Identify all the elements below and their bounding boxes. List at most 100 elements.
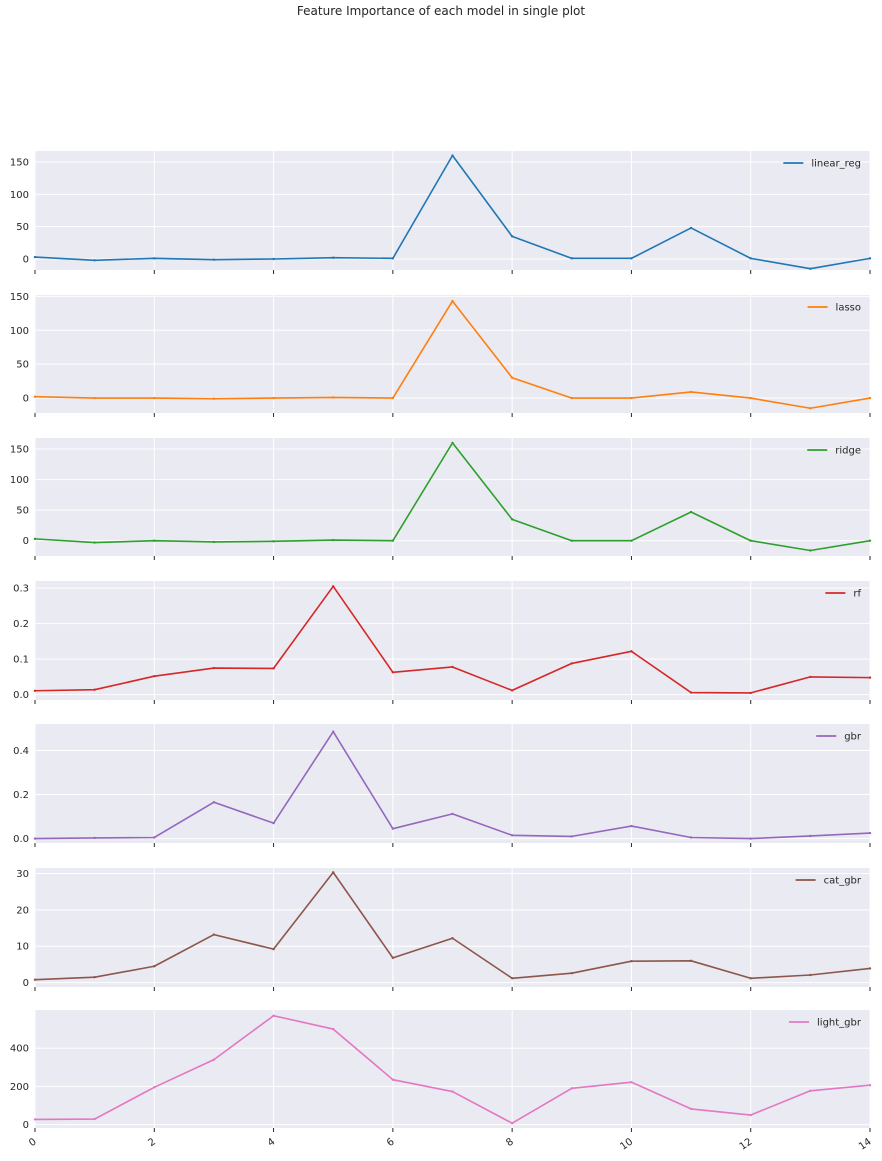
data-point	[212, 258, 216, 261]
x-tick-label: 8	[504, 1136, 516, 1149]
data-point	[868, 831, 872, 835]
y-tick-label: 150	[10, 445, 29, 456]
data-point	[749, 257, 752, 260]
figure-title: Feature Importance of each model in sing…	[297, 4, 585, 18]
y-tick-label: 30	[16, 869, 29, 880]
data-point	[391, 396, 395, 400]
data-point	[510, 235, 514, 238]
data-point	[630, 1080, 633, 1084]
data-point	[33, 689, 37, 692]
data-point	[332, 871, 335, 874]
subplot-linear_reg: 0 50 100 150 linear_reg	[10, 151, 872, 274]
y-tick-label: 0.3	[13, 584, 29, 595]
data-point	[570, 1087, 573, 1090]
y-tick-label: 100	[10, 326, 29, 337]
data-point	[868, 396, 872, 400]
data-point	[570, 662, 573, 665]
data-point	[332, 1027, 335, 1031]
data-point	[630, 959, 633, 963]
data-point	[630, 650, 633, 653]
subplot-cat_gbr: 0 10 20 30 cat_gbr	[16, 868, 872, 991]
y-tick-label: 0	[23, 255, 29, 266]
y-tick-label: 150	[10, 157, 29, 168]
data-point	[630, 824, 633, 828]
x-tick-label: 6	[385, 1136, 397, 1149]
data-point	[451, 441, 454, 445]
data-point	[93, 836, 96, 840]
data-point	[212, 540, 216, 544]
y-tick-label: 0	[23, 394, 29, 405]
data-point	[33, 255, 37, 259]
data-point	[689, 691, 693, 694]
data-point	[689, 836, 693, 839]
data-point	[212, 397, 216, 400]
data-point	[630, 539, 633, 542]
data-point	[570, 396, 573, 400]
y-tick-label: 0	[23, 536, 29, 547]
data-point	[570, 835, 573, 838]
data-point	[153, 836, 156, 839]
data-point	[868, 257, 872, 260]
data-point	[212, 801, 216, 804]
legend-label: linear_reg	[811, 159, 861, 170]
y-tick-label: 100	[10, 190, 29, 201]
data-point	[570, 257, 573, 260]
data-point	[212, 933, 216, 936]
legend-label: light_gbr	[817, 1018, 862, 1029]
data-point	[391, 257, 395, 260]
x-tick-label: 14	[857, 1136, 874, 1152]
data-point	[749, 837, 752, 840]
data-point	[809, 834, 812, 838]
y-tick-label: 0.0	[13, 690, 29, 701]
y-tick-label: 150	[10, 292, 29, 303]
data-point	[33, 537, 37, 541]
data-point	[510, 518, 514, 521]
data-point	[153, 675, 156, 678]
data-point	[272, 396, 275, 400]
data-point	[93, 1117, 96, 1121]
data-point	[809, 1089, 812, 1092]
data-point	[451, 665, 454, 669]
y-tick-label: 0.2	[13, 619, 29, 630]
data-point	[809, 973, 812, 977]
data-point	[868, 539, 872, 542]
legend-label: lasso	[836, 303, 861, 314]
x-tick-label: 4	[266, 1136, 278, 1149]
data-point	[451, 154, 454, 157]
data-point	[332, 396, 335, 399]
data-point	[272, 257, 275, 261]
x-tick-label: 0	[27, 1136, 39, 1149]
legend-gbr: gbr	[816, 732, 862, 743]
y-tick-label: 400	[10, 1044, 29, 1055]
legend-label: cat_gbr	[824, 876, 862, 887]
data-point	[868, 1084, 872, 1087]
data-point	[451, 937, 454, 940]
data-point	[510, 376, 514, 379]
data-point	[391, 671, 395, 674]
data-point	[212, 1058, 216, 1061]
data-point	[332, 256, 335, 259]
data-point	[570, 971, 573, 975]
plot-background	[35, 438, 870, 556]
y-tick-label: 0.4	[13, 746, 29, 757]
data-point	[391, 956, 395, 960]
data-point	[809, 675, 812, 679]
data-point	[33, 978, 37, 981]
plot-background	[35, 295, 870, 413]
plot-background	[35, 868, 870, 987]
data-point	[272, 947, 275, 951]
data-point	[689, 390, 693, 394]
data-point	[630, 396, 633, 400]
data-point	[510, 689, 514, 692]
data-point	[630, 257, 633, 260]
data-point	[689, 510, 693, 514]
data-point	[749, 977, 752, 980]
data-point	[689, 1107, 693, 1111]
legend-label: ridge	[835, 446, 861, 457]
plot-background	[35, 724, 870, 843]
data-point	[451, 812, 454, 816]
data-point	[868, 967, 872, 970]
subplot-rf: 0.0 0.1 0.2 0.3 rf	[13, 581, 872, 704]
legend-label: gbr	[844, 732, 862, 743]
